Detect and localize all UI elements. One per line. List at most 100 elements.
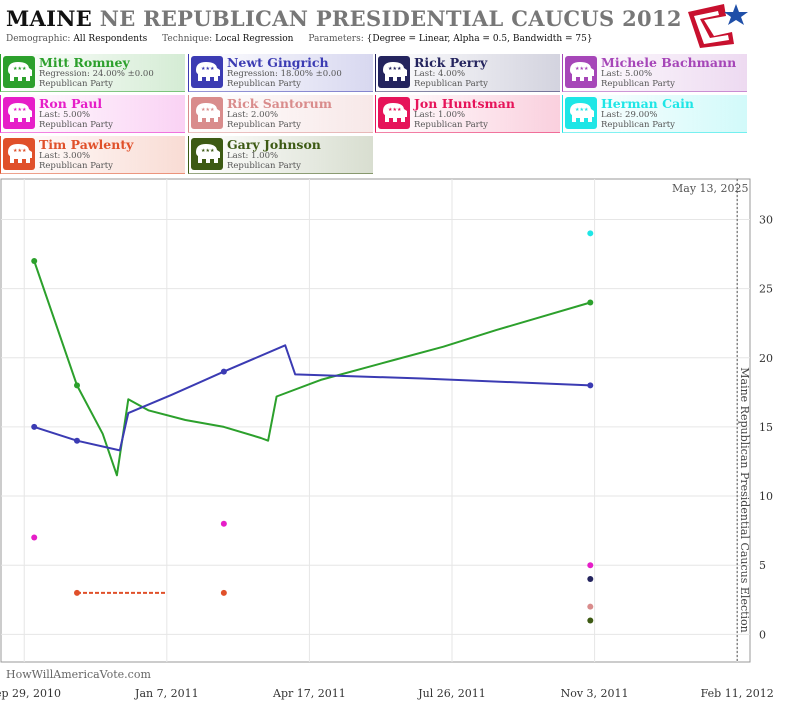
parameters-value: {Degree = Linear, Alpha = 0.5, Bandwidth… (366, 34, 593, 44)
legend-item: ★★★ Michele Bachmann Last: 5.00% Republican… (562, 54, 747, 92)
technique-value: Local Regression (215, 34, 294, 44)
site-credit: HowWillAmericaVote.com (6, 668, 151, 681)
x-tick-label: Jan 7, 2011 (134, 687, 199, 700)
svg-text:★★★: ★★★ (201, 107, 215, 113)
y-tick-label: 25 (759, 283, 773, 296)
legend-party: Republican Party (601, 79, 675, 89)
svg-text:★★★: ★★★ (388, 66, 402, 72)
y-tick-label: 0 (759, 628, 766, 641)
legend-item: ★★★ Ron Paul Last: 5.00% Republican Party (0, 95, 185, 133)
legend-item: ★★★ Jon Huntsman Last: 1.00% Republican Par… (375, 95, 560, 133)
parameters-label: Parameters: (308, 34, 364, 44)
technique-label: Technique: (162, 34, 213, 44)
republican-elephant-icon: ★★★ (565, 97, 597, 129)
legend-item: ★★★ Gary Johnson Last: 1.00% Republican Par… (188, 136, 373, 174)
svg-text:★★★: ★★★ (13, 148, 27, 154)
event-label: Maine Republican Presidential Caucus Ele… (738, 367, 751, 633)
data-point (73, 589, 80, 596)
chart-svg: Sep 29, 2010 Jan 7, 2011 Apr 17, 2011 Jul 2… (0, 178, 774, 700)
y-tick-label: 10 (759, 490, 773, 503)
legend-stat: Last: 1.00% (414, 110, 466, 120)
title-rest: NE REPUBLICAN PRESIDENTIAL CAUCUS 2012 (99, 6, 682, 31)
data-point (587, 299, 594, 306)
legend-name: Mitt Romney (39, 55, 130, 70)
plot-frame (0, 178, 751, 663)
data-point (31, 534, 38, 541)
legend-item: ★★★ Tim Pawlenty Last: 3.00% Republican Par… (0, 136, 185, 174)
legend-stat: Last: 3.00% (39, 151, 91, 161)
data-point (587, 562, 594, 569)
site-logo (688, 4, 748, 48)
date-stamp: May 13, 2025 (672, 182, 749, 195)
legend-party: Republican Party (227, 161, 301, 171)
x-tick-label: Nov 3, 2011 (561, 687, 629, 700)
x-tick-label: Feb 11, 2012 (701, 687, 774, 700)
legend-stat: Last: 5.00% (39, 110, 91, 120)
series-line (33, 260, 591, 477)
x-tick-label: Apr 17, 2011 (272, 687, 346, 700)
data-point (31, 257, 38, 264)
svg-text:★★★: ★★★ (13, 107, 27, 113)
data-point (587, 617, 594, 624)
legend-stat: Last: 1.00% (227, 151, 279, 161)
y-tick-label: 5 (759, 559, 766, 572)
candidate-legend: ★★★ Mitt Romney Regression: 24.00% ±0.00 Re… (0, 54, 789, 176)
legend-stat: Regression: 24.00% ±0.00 (39, 69, 154, 79)
republican-elephant-icon: ★★★ (3, 97, 35, 129)
legend-party: Republican Party (601, 120, 675, 130)
data-point (220, 520, 227, 527)
republican-elephant-icon: ★★★ (191, 138, 223, 170)
legend-item: ★★★ Rick Santorum Last: 2.00% Republican Pa… (188, 95, 373, 133)
legend-name: Tim Pawlenty (39, 137, 134, 152)
legend-stat: Last: 5.00% (601, 69, 653, 79)
chart-area: Sep 29, 2010 Jan 7, 2011 Apr 17, 2011 Jul 2… (0, 178, 789, 704)
republican-elephant-icon: ★★★ (565, 56, 597, 88)
x-tick-label: Sep 29, 2010 (0, 687, 61, 700)
legend-party: Republican Party (39, 79, 113, 89)
republican-elephant-icon: ★★★ (3, 56, 35, 88)
legend-item: ★★★ Newt Gingrich Regression: 18.00% ±0.00… (188, 54, 373, 92)
republican-elephant-icon: ★★★ (191, 97, 223, 129)
legend-name: Rick Santorum (227, 96, 332, 111)
demographic-label: Demographic: (6, 34, 71, 44)
legend-name: Gary Johnson (227, 137, 321, 152)
legend-stat: Last: 29.00% (601, 110, 658, 120)
legend-party: Republican Party (39, 120, 113, 130)
republican-elephant-icon: ★★★ (3, 138, 35, 170)
legend-item: ★★★ Rick Perry Last: 4.00% Republican Party (375, 54, 560, 92)
legend-party: Republican Party (227, 79, 301, 89)
legend-name: Rick Perry (414, 55, 488, 70)
y-tick-label: 15 (759, 421, 773, 434)
y-tick-label: 20 (759, 352, 773, 365)
legend-party: Republican Party (227, 120, 301, 130)
svg-text:★★★: ★★★ (201, 148, 215, 154)
data-point (31, 423, 38, 430)
svg-text:★★★: ★★★ (575, 107, 589, 113)
data-point (73, 382, 80, 389)
demographic-value: All Respondents (73, 34, 148, 44)
svg-text:★★★: ★★★ (575, 66, 589, 72)
svg-text:★★★: ★★★ (201, 66, 215, 72)
data-point (587, 603, 594, 610)
legend-party: Republican Party (414, 120, 488, 130)
legend-name: Ron Paul (39, 96, 103, 111)
legend-item: ★★★ Mitt Romney Regression: 24.00% ±0.00 Re… (0, 54, 185, 92)
republican-elephant-icon: ★★★ (378, 97, 410, 129)
x-tick-label: Jul 26, 2011 (417, 687, 486, 700)
legend-name: Jon Huntsman (414, 96, 515, 111)
republican-elephant-icon: ★★★ (378, 56, 410, 88)
legend-item: ★★★ Herman Cain Last: 29.00% Republican Par… (562, 95, 747, 133)
legend-stat: Last: 2.00% (227, 110, 279, 120)
data-point (587, 576, 594, 583)
svg-text:★★★: ★★★ (388, 107, 402, 113)
data-point (587, 382, 594, 389)
title-state: MAINE (6, 6, 93, 31)
republican-elephant-icon: ★★★ (191, 56, 223, 88)
data-point (587, 230, 594, 237)
y-tick-label: 30 (759, 213, 773, 226)
legend-stat: Regression: 18.00% ±0.00 (227, 69, 342, 79)
legend-name: Herman Cain (601, 96, 694, 111)
data-point (73, 437, 80, 444)
legend-party: Republican Party (414, 79, 488, 89)
